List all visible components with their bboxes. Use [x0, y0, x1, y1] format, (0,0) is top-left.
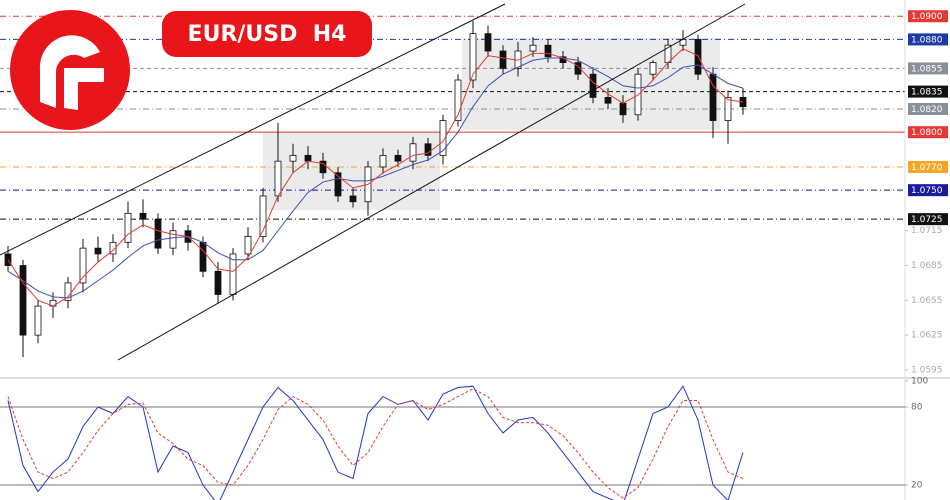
- level-label-bg: [908, 184, 948, 197]
- candle-body: [484, 33, 492, 52]
- indicator-line: [7, 385, 744, 500]
- level-label: 1.0880: [911, 35, 943, 45]
- candle-body: [34, 305, 42, 336]
- candle-body: [334, 172, 342, 197]
- candle-body: [169, 230, 177, 249]
- candle-body: [4, 253, 12, 266]
- candle-body: [124, 212, 132, 243]
- level-label: 1.0900: [911, 12, 943, 22]
- candle-body: [274, 160, 282, 197]
- logo-mark: [64, 68, 104, 110]
- indicator-line: [7, 388, 744, 499]
- candle-body: [19, 265, 27, 336]
- candle-body: [604, 96, 612, 104]
- indicator-line: [7, 48, 744, 307]
- level-label-bg: [908, 160, 948, 173]
- candle-body: [724, 96, 732, 121]
- candle-body: [649, 62, 657, 75]
- candle-body: [454, 79, 462, 121]
- channel-line: [0, 3, 506, 256]
- level-label: 1.0855: [911, 64, 943, 74]
- channel-line: [117, 3, 746, 361]
- candle-body: [544, 44, 552, 58]
- candle-body: [139, 212, 147, 220]
- logo-mark: [39, 35, 100, 108]
- y-tick-label: 80: [911, 403, 923, 413]
- candle-body: [694, 39, 702, 75]
- candle-body: [304, 154, 312, 162]
- candle-body: [109, 241, 117, 255]
- level-label-bg: [908, 10, 948, 23]
- level-label-bg: [908, 213, 948, 226]
- title-badge: [162, 11, 372, 57]
- level-label-bg: [908, 102, 948, 115]
- candle-body: [409, 143, 417, 162]
- candle-body: [244, 236, 252, 255]
- candle-body: [199, 241, 207, 272]
- candle-body: [589, 73, 597, 98]
- candle-body: [154, 218, 162, 249]
- level-label: 1.0820: [911, 105, 943, 115]
- candle-body: [529, 44, 537, 52]
- candle-body: [319, 160, 327, 174]
- candle-body: [439, 120, 447, 156]
- level-label: 1.0770: [911, 163, 943, 173]
- y-tick-label: 1.0685: [911, 261, 943, 271]
- y-tick-label: 1.0655: [911, 296, 943, 306]
- level-label: 1.0750: [911, 186, 943, 196]
- candle-body: [619, 102, 627, 116]
- level-label-bg: [908, 33, 948, 46]
- candle-body: [574, 62, 582, 75]
- candle-body: [289, 154, 297, 162]
- axis: 1.0715 1.0685 1.0655 1.0625 1.0595 1.0900 1.08…: [905, 10, 948, 491]
- level-label: 1.0725: [911, 215, 943, 225]
- stochastic-panel: [0, 385, 905, 500]
- candle-body: [349, 195, 357, 203]
- candle-body: [214, 270, 222, 295]
- candle-body: [379, 154, 387, 168]
- candle-body: [259, 195, 267, 237]
- candle-body: [499, 50, 507, 69]
- candle-body: [469, 33, 477, 81]
- level-label-bg: [908, 126, 948, 139]
- candle-body: [64, 282, 72, 301]
- logo: [10, 10, 130, 130]
- y-tick-label: 100: [911, 376, 928, 386]
- price-panel: [4, 20, 747, 358]
- level-label: 1.0800: [911, 128, 943, 138]
- candle-body: [94, 247, 102, 255]
- y-tick-label: 20: [911, 481, 923, 491]
- levels: [0, 15, 905, 220]
- candle-body: [394, 154, 402, 162]
- level-label-bg: [908, 85, 948, 98]
- chart-title: EUR/USD H4: [188, 22, 347, 47]
- y-tick-label: 1.0715: [911, 226, 943, 236]
- y-tick-label: 1.0625: [911, 331, 943, 341]
- y-tick-label: 1.0595: [911, 365, 943, 375]
- level-label: 1.0835: [911, 88, 943, 98]
- level-label-bg: [908, 62, 948, 75]
- candle-body: [424, 143, 432, 156]
- candle-body: [79, 247, 87, 284]
